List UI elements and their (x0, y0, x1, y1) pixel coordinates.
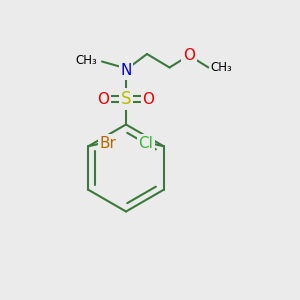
Text: O: O (142, 92, 154, 106)
Text: N: N (120, 63, 132, 78)
Text: O: O (98, 92, 110, 106)
Text: CH₃: CH₃ (76, 53, 98, 67)
Text: S: S (121, 90, 131, 108)
Text: Cl: Cl (138, 136, 153, 151)
Text: CH₃: CH₃ (210, 61, 232, 74)
Text: O: O (183, 48, 195, 63)
Text: Br: Br (99, 136, 116, 151)
